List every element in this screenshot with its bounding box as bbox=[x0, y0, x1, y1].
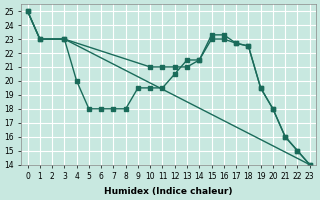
X-axis label: Humidex (Indice chaleur): Humidex (Indice chaleur) bbox=[104, 187, 233, 196]
